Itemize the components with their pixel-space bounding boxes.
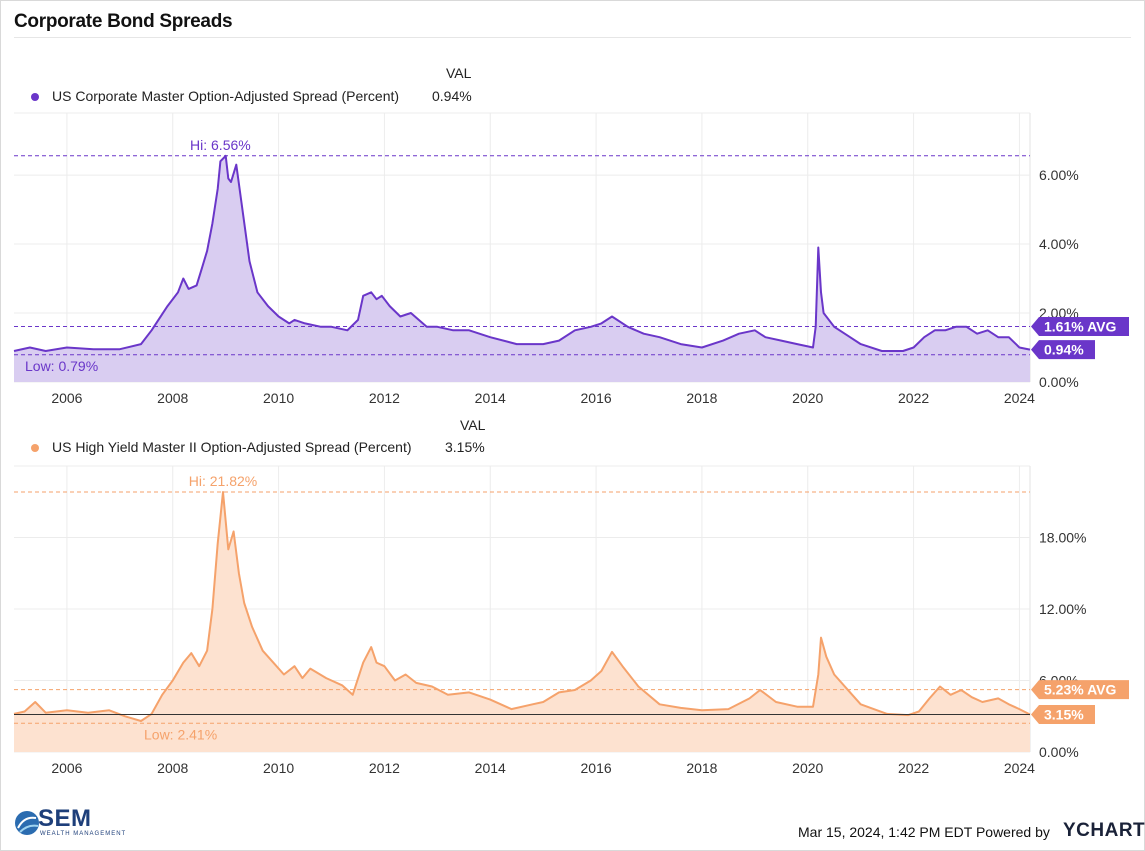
series-line: [13, 154, 1031, 352]
legend-dot-icon: [31, 444, 39, 452]
legend-val-header: VAL: [460, 417, 486, 433]
x-tick-label: 2006: [51, 760, 82, 776]
x-tick-label: 2010: [263, 390, 294, 406]
x-tick-label: 2014: [475, 760, 506, 776]
logo-text: SEM: [38, 805, 92, 832]
hi-label: Hi: 21.82%: [189, 473, 257, 489]
series-area: [14, 492, 1030, 752]
x-tick-label: 2022: [898, 390, 929, 406]
last-value-badge-bg: [1031, 340, 1095, 360]
x-tick-label: 2016: [581, 390, 612, 406]
title-divider: [14, 37, 1131, 38]
avg-badge-bg: [1031, 316, 1129, 336]
x-tick-label: 2008: [157, 390, 188, 406]
x-tick-label: 2022: [898, 760, 929, 776]
legend-series-name[interactable]: US Corporate Master Option-Adjusted Spre…: [52, 88, 400, 104]
legend-series-value: 0.94%: [432, 88, 472, 104]
y-tick-label: 18.00%: [1039, 530, 1086, 546]
last-value-badge-bg: [1031, 704, 1095, 724]
y-tick-label: 6.00%: [1039, 167, 1079, 183]
avg-badge-bg: [1031, 680, 1129, 700]
avg-badge: 1.61% AVG: [1044, 318, 1116, 334]
last-value-badge: 0.94%: [1044, 342, 1084, 358]
legend-dot-icon: [31, 93, 39, 101]
y-tick-label: 12.00%: [1039, 601, 1086, 617]
ycharts-brand[interactable]: YCHARTS: [1063, 820, 1145, 841]
x-tick-label: 2024: [1004, 390, 1035, 406]
x-tick-label: 2020: [792, 390, 823, 406]
y-tick-label: 0.00%: [1039, 374, 1079, 390]
series-area: [14, 155, 1030, 382]
x-tick-label: 2016: [581, 760, 612, 776]
footer-timestamp: Mar 15, 2024, 1:42 PM EDT Powered by: [798, 824, 1050, 840]
chart-1: 2006 2008 2010 2012 2014 2016 2018 2020 2022 2024…: [13, 465, 1129, 776]
hi-label: Hi: 6.56%: [190, 137, 251, 153]
low-label: Low: 2.41%: [144, 726, 217, 742]
y-tick-label: 4.00%: [1039, 236, 1079, 252]
legend-series-value: 3.15%: [445, 439, 485, 455]
x-tick-label: 2020: [792, 760, 823, 776]
globe-icon: [15, 811, 39, 835]
last-value-badge: 3.15%: [1044, 706, 1084, 722]
x-tick-label: 2018: [686, 390, 717, 406]
x-tick-label: 2008: [157, 760, 188, 776]
x-tick-label: 2012: [369, 390, 400, 406]
x-tick-label: 2024: [1004, 760, 1035, 776]
x-tick-label: 2012: [369, 760, 400, 776]
logo-subtext: WEALTH MANAGEMENT: [40, 831, 127, 837]
x-tick-label: 2010: [263, 760, 294, 776]
series-line: [13, 491, 1031, 722]
y-tick-label: 0.00%: [1039, 744, 1079, 760]
low-label: Low: 0.79%: [25, 358, 98, 374]
x-tick-label: 2014: [475, 390, 506, 406]
chart-0: 2006 2008 2010 2012 2014 2016 2018 2020 2022 2024…: [13, 112, 1129, 406]
legend-series-name[interactable]: US High Yield Master II Option-Adjusted …: [52, 439, 412, 455]
page-title: Corporate Bond Spreads: [14, 11, 233, 32]
legend-val-header: VAL: [446, 65, 472, 81]
x-tick-label: 2018: [686, 760, 717, 776]
x-tick-label: 2006: [51, 390, 82, 406]
sem-logo: [14, 806, 124, 842]
avg-badge: 5.23% AVG: [1044, 682, 1116, 698]
